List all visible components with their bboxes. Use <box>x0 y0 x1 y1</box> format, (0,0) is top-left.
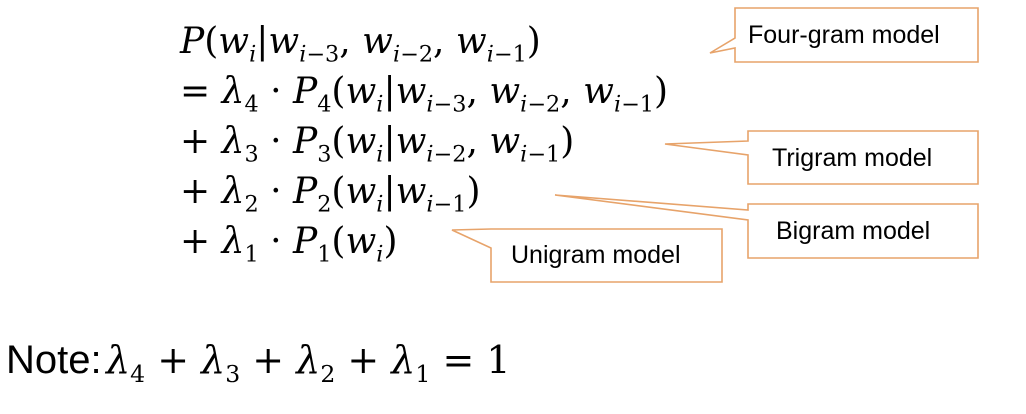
equation-line-5: + λ1 · P1(wi) <box>180 221 398 268</box>
callout-unigram-label: Unigram model <box>511 241 681 269</box>
note-line: Note: λ4 + λ3 + λ2 + λ1 = 1 <box>6 338 511 388</box>
note-equation: λ4 + λ3 + λ2 + λ1 = 1 <box>106 338 511 388</box>
equation-line-4: + λ2 · P2(wi|wi−1) <box>180 171 481 218</box>
callout-four-gram-label: Four-gram model <box>748 21 940 49</box>
equation-line-2: = λ4 · P4(wi|wi−3, wi−2, wi−1) <box>180 71 669 118</box>
equation-line-1: P(wi|wi−3, wi−2, wi−1) <box>180 21 541 68</box>
callout-bigram-label: Bigram model <box>776 217 931 245</box>
note-label: Note: <box>6 338 102 382</box>
callout-trigram-label: Trigram model <box>772 144 933 172</box>
equation-line-3: + λ3 · P3(wi|wi−2, wi−1) <box>180 121 575 168</box>
